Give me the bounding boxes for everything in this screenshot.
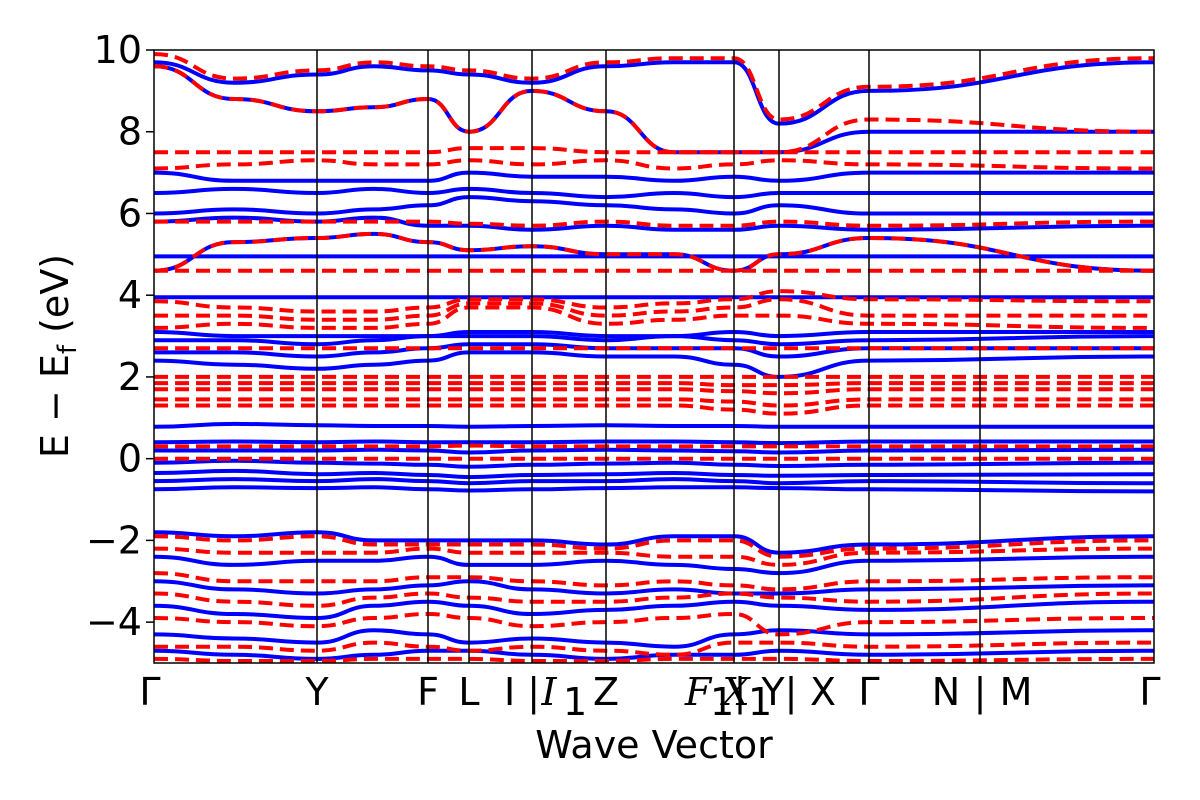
- solid-band-line: [154, 195, 1154, 216]
- kpoint-label: Γ: [139, 670, 160, 714]
- kpoint-label: X: [810, 670, 836, 714]
- dashed-band-line: [154, 146, 1154, 155]
- dashed-band-line: [154, 289, 1154, 314]
- y-axis-label-unit: (eV): [33, 254, 77, 345]
- kpoint-label-subscript: 1: [710, 680, 734, 724]
- kpoint-label: I: [540, 670, 557, 714]
- kpoint-label: M: [1000, 670, 1033, 714]
- solid-band-line: [154, 468, 1154, 480]
- y-tick-label: −4: [86, 600, 142, 644]
- kpoint-divider-lines: [316, 50, 981, 663]
- dashed-band-line: [154, 381, 1154, 388]
- kpoint-label: Y: [304, 670, 329, 714]
- dashed-band-line: [154, 640, 1154, 657]
- y-tick-label: 0: [118, 437, 142, 481]
- y-tick-label: 2: [118, 355, 142, 399]
- solid-band-line: [154, 439, 1154, 446]
- dashed-band-line: [154, 231, 1154, 273]
- kpoint-label: I |: [504, 670, 540, 715]
- y-tick-label: 10: [94, 28, 142, 72]
- dashed-band-line: [154, 305, 1154, 330]
- dashed-band-line: [154, 571, 1154, 592]
- solid-band-line: [154, 485, 1154, 494]
- kpoint-label: F: [684, 670, 713, 714]
- y-tick-label: 8: [118, 110, 142, 154]
- y-tick-label: 4: [118, 273, 142, 317]
- dashed-band-line: [154, 297, 1154, 322]
- y-axis-label-sub: f: [53, 344, 83, 354]
- kpoint-label: Z: [593, 670, 619, 714]
- solid-band-line: [154, 329, 1154, 339]
- y-tick-label: 6: [118, 191, 142, 235]
- solid-band-line: [154, 170, 1154, 183]
- kpoint-label: Y: [760, 670, 785, 714]
- kpoint-label: Γ: [858, 670, 879, 714]
- dashed-band-line: [154, 158, 1154, 171]
- dashed-band-line: [154, 397, 1154, 408]
- kpoint-label: N: [932, 670, 960, 714]
- kpoint-label: X: [719, 670, 751, 714]
- dashed-band-line: [154, 534, 1154, 559]
- y-axis-label-main: E − E: [33, 354, 77, 458]
- solid-band-line: [154, 447, 1154, 455]
- solid-band-line: [154, 186, 1154, 200]
- y-tick-label: −2: [86, 518, 142, 562]
- solid-band-line: [154, 477, 1154, 486]
- kpoint-label-subscript: 1: [748, 680, 772, 724]
- dashed-band-line: [154, 443, 1154, 449]
- solid-band-line: [154, 458, 1154, 469]
- kpoint-label: Γ: [1139, 670, 1160, 714]
- dashed-band-line: [154, 656, 1154, 663]
- kpoint-label: L: [458, 670, 479, 714]
- band-lines: [154, 52, 1154, 663]
- solid-band-line: [154, 421, 1154, 429]
- x-axis-label: Wave Vector: [535, 723, 773, 767]
- kpoint-label: |: [734, 670, 747, 715]
- plot-frame: [153, 49, 1155, 664]
- solid-band-line: [154, 554, 1154, 576]
- kpoint-label: |: [974, 670, 987, 715]
- kpoint-label-subscript: 1: [563, 680, 587, 724]
- dashed-band-line: [154, 219, 1154, 228]
- y-axis-label: E − Ef (eV): [33, 254, 83, 458]
- dashed-band-line: [154, 546, 1154, 567]
- dashed-band-line: [154, 403, 1154, 416]
- dashed-band-line: [154, 612, 1154, 637]
- dashed-band-line: [154, 387, 1154, 396]
- kpoint-label: |: [785, 670, 798, 715]
- dashed-band-line: [154, 591, 1154, 608]
- kpoint-label: F: [417, 670, 439, 714]
- y-axis-ticks: −4 −2 0 2 4 6 8 10: [86, 28, 154, 644]
